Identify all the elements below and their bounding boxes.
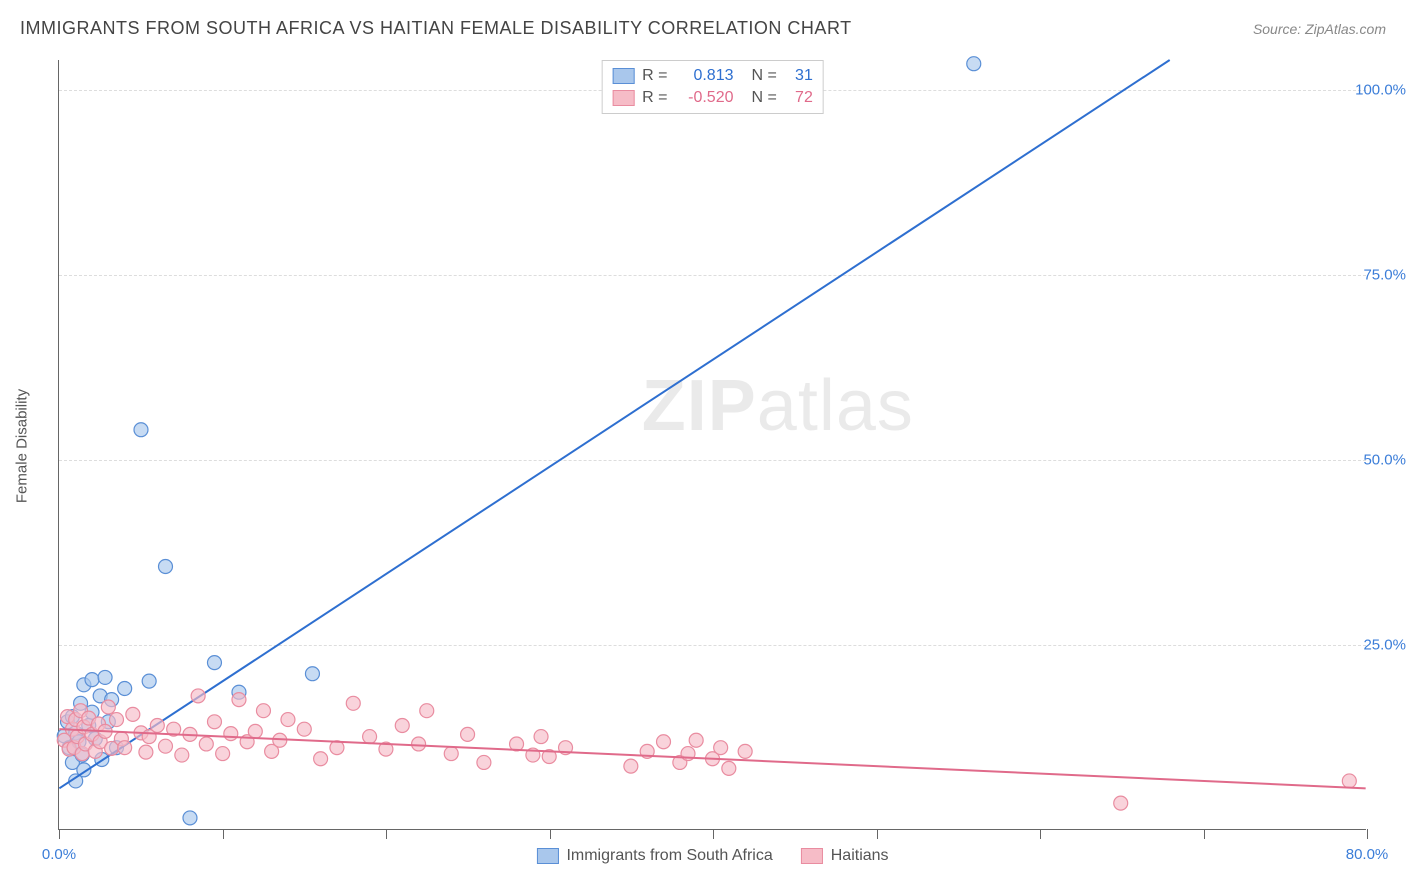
x-tick <box>1204 829 1205 839</box>
legend-R-label: R = <box>642 89 667 107</box>
scatter-point <box>199 737 213 751</box>
scatter-point <box>281 713 295 727</box>
scatter-point <box>191 689 205 703</box>
title-bar: IMMIGRANTS FROM SOUTH AFRICA VS HAITIAN … <box>20 18 1386 39</box>
legend-R-value: -0.520 <box>676 89 734 107</box>
scatter-point <box>534 730 548 744</box>
scatter-point <box>412 737 426 751</box>
scatter-point <box>395 718 409 732</box>
x-tick <box>223 829 224 839</box>
legend-series-item: Haitians <box>801 847 889 865</box>
chart-title: IMMIGRANTS FROM SOUTH AFRICA VS HAITIAN … <box>20 18 852 39</box>
scatter-point <box>110 713 124 727</box>
scatter-point <box>297 722 311 736</box>
scatter-point <box>624 759 638 773</box>
scatter-point <box>689 733 703 747</box>
legend-correlation-row: R = -0.520 N = 72 <box>612 87 813 109</box>
legend-correlation-row: R = 0.813 N = 31 <box>612 65 813 87</box>
scatter-point <box>224 727 238 741</box>
scatter-point <box>216 747 230 761</box>
x-tick-label: 80.0% <box>1346 846 1389 863</box>
scatter-point <box>314 752 328 766</box>
x-tick <box>550 829 551 839</box>
x-tick <box>713 829 714 839</box>
scatter-point <box>126 707 140 721</box>
legend-series-label: Haitians <box>831 847 889 865</box>
scatter-point <box>150 718 164 732</box>
legend-series-label: Immigrants from South Africa <box>566 847 772 865</box>
source-attribution: Source: ZipAtlas.com <box>1253 21 1386 37</box>
scatter-point <box>85 673 99 687</box>
legend-swatch <box>536 848 558 864</box>
scatter-point <box>98 670 112 684</box>
scatter-point <box>101 700 115 714</box>
y-tick-label: 25.0% <box>1363 636 1406 653</box>
scatter-point <box>738 744 752 758</box>
scatter-point <box>139 745 153 759</box>
x-tick <box>386 829 387 839</box>
scatter-point <box>207 715 221 729</box>
scatter-point <box>477 755 491 769</box>
legend-series: Immigrants from South Africa Haitians <box>536 847 888 865</box>
scatter-point <box>420 704 434 718</box>
x-tick-label: 0.0% <box>42 846 76 863</box>
scatter-point <box>305 667 319 681</box>
scatter-point <box>158 560 172 574</box>
legend-N-value: 31 <box>785 67 813 85</box>
legend-swatch <box>612 90 634 106</box>
scatter-point <box>363 730 377 744</box>
legend-correlation-box: R = 0.813 N = 31 R = -0.520 N = 72 <box>601 60 824 114</box>
trend-line <box>59 729 1365 788</box>
legend-R-value: 0.813 <box>676 67 734 85</box>
legend-swatch <box>801 848 823 864</box>
legend-swatch <box>612 68 634 84</box>
x-tick <box>877 829 878 839</box>
x-tick <box>1040 829 1041 839</box>
x-tick <box>59 829 60 839</box>
legend-N-label: N = <box>752 67 777 85</box>
scatter-point <box>461 727 475 741</box>
scatter-point <box>444 747 458 761</box>
scatter-point <box>118 741 132 755</box>
scatter-point <box>1114 796 1128 810</box>
scatter-point <box>183 811 197 825</box>
scatter-point <box>346 696 360 710</box>
scatter-point <box>134 423 148 437</box>
scatter-point <box>248 724 262 738</box>
scatter-point <box>118 682 132 696</box>
y-tick-label: 75.0% <box>1363 266 1406 283</box>
scatter-point <box>256 704 270 718</box>
scatter-point <box>967 57 981 71</box>
scatter-point <box>232 693 246 707</box>
scatter-point <box>722 761 736 775</box>
y-axis-label: Female Disability <box>14 389 31 503</box>
legend-series-item: Immigrants from South Africa <box>536 847 772 865</box>
scatter-point <box>1342 774 1356 788</box>
y-tick-label: 50.0% <box>1363 451 1406 468</box>
legend-N-label: N = <box>752 89 777 107</box>
scatter-point <box>657 735 671 749</box>
x-tick <box>1367 829 1368 839</box>
scatter-svg <box>59 60 1366 829</box>
legend-N-value: 72 <box>785 89 813 107</box>
legend-R-label: R = <box>642 67 667 85</box>
scatter-point <box>207 656 221 670</box>
plot-area: ZIPatlas 25.0%50.0%75.0%100.0% 0.0%80.0%… <box>58 60 1366 830</box>
scatter-point <box>714 741 728 755</box>
trend-line <box>59 60 1169 788</box>
scatter-point <box>142 674 156 688</box>
scatter-point <box>158 739 172 753</box>
scatter-point <box>175 748 189 762</box>
